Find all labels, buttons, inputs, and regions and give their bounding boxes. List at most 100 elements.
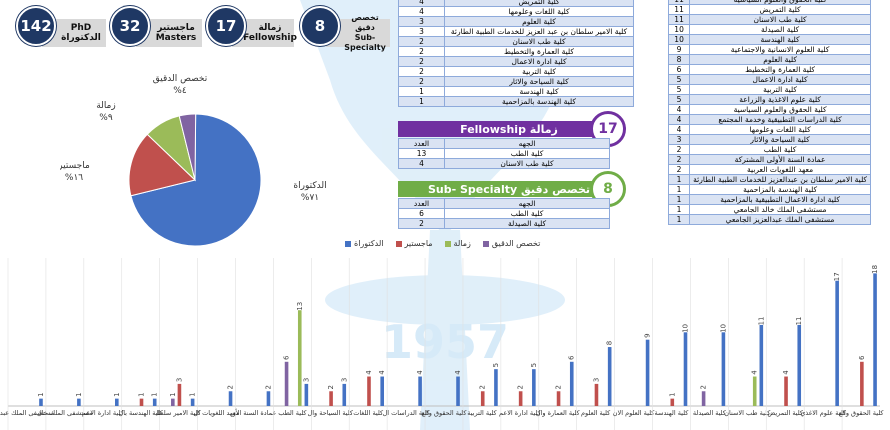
bar-masters xyxy=(367,376,371,406)
right-table-row: 1 مستشفى الملك عبدالعزيز الجامعي xyxy=(667,214,871,225)
category-label: كلية الصيدلة xyxy=(693,409,727,417)
pie-label-phd-name: الدكتوراة xyxy=(293,181,326,191)
right-table-name-cell: مستشفى الملك عبدالعزيز الجامعي xyxy=(689,214,871,225)
subspecialty-table-count-cell: العدد xyxy=(398,198,445,209)
pie-label-phd: الدكتوراة %٧١ xyxy=(293,181,326,203)
middle-table-name-cell: كلية الهندسة بالمزاحمية xyxy=(444,96,634,107)
fellowship-table-row: 13 كلية الطب xyxy=(398,148,610,159)
middle-table-row: 2 كلية التربية xyxy=(398,66,634,77)
bar-subspecialty xyxy=(284,361,289,406)
category-label: كلية العمارة وال xyxy=(536,409,581,417)
bar-value-label: 5 xyxy=(492,363,500,367)
right-table-count-cell: 4 xyxy=(667,114,691,125)
bar-masters xyxy=(784,376,788,406)
middle-table-row: 1 كلية الهندسة بالمزاحمية xyxy=(398,96,634,107)
fellowship-table-row: 4 كلية طب الاسنان xyxy=(398,158,610,169)
right-table-name-cell: كلية التمريض xyxy=(689,4,871,15)
right-table-name-cell: كلية الحقوق والعلوم السياسية xyxy=(689,104,871,115)
stat-phd-value: 142 xyxy=(16,6,56,46)
category-label: كلية ادارة الاعم xyxy=(499,409,541,417)
pie-label-masters-pct: %١٦ xyxy=(65,173,83,183)
middle-table-row: 1 كلية الهندسة xyxy=(398,86,634,97)
right-table-count-cell: 2 xyxy=(667,164,691,175)
middle-table-name-cell: كلية ادارة الاعمال xyxy=(444,56,634,67)
right-table-name-cell: عمادة السنة الأولى المشتركة xyxy=(689,154,871,165)
fellowship-table-name-cell: الجهه xyxy=(444,138,610,149)
right-table-name-cell: كلية الهندسة بالمزاحمية xyxy=(689,184,871,195)
bar-phd xyxy=(77,398,81,406)
category-label: مستشفى الملك عبد xyxy=(0,409,54,417)
right-table-count-cell: 2 xyxy=(667,154,691,165)
middle-table-row: 2 كلية طب الاسنان xyxy=(398,36,634,47)
right-table-count-cell: 4 xyxy=(667,124,691,135)
right-table-count-cell: 4 xyxy=(667,104,691,115)
bar-fellowship xyxy=(297,310,302,406)
right-table-name-cell: كلية الهندسة xyxy=(689,34,871,45)
right-table-count-cell: 2 xyxy=(667,144,691,155)
right-table-count-cell: 11 xyxy=(667,4,691,15)
category-label: كلية التمريض xyxy=(767,409,804,417)
right-table-count-cell: 1 xyxy=(667,174,691,185)
bar-value-label: 2 xyxy=(479,385,487,389)
stat-fellowship-value: 17 xyxy=(206,6,246,46)
middle-table-count-cell: 2 xyxy=(398,56,445,67)
middle-table-name-cell: كلية السياحة والاثار xyxy=(444,76,634,87)
fellowship-table-name-cell: كلية الطب xyxy=(444,148,610,159)
bar-masters xyxy=(480,391,485,406)
category-label: كلية الدراسات ال xyxy=(383,409,431,417)
bar-value-label: 2 xyxy=(517,385,525,389)
right-table-count-cell: 1 xyxy=(667,194,691,205)
bar-phd xyxy=(418,376,422,406)
bar-value-label: 2 xyxy=(227,385,235,389)
bar-phd xyxy=(532,369,536,406)
right-table-row: 10 كلية الصيدلة xyxy=(667,24,871,35)
legend-item: الدكتوراة xyxy=(345,239,384,248)
right-table-row: 1 كلية الامير سلطان بن عبدالعزيز للخدمات … xyxy=(667,174,871,185)
pie-label-masters-name: ماجستير xyxy=(60,161,90,171)
category-label: كلية اللغات xyxy=(353,409,384,417)
bar-phd xyxy=(39,398,43,406)
bar-phd xyxy=(645,339,650,406)
bar-masters xyxy=(594,383,599,406)
fellowship-table-count-cell: 13 xyxy=(398,148,445,159)
right-table-name-cell: كلية التربية xyxy=(689,84,871,95)
middle-table-count-cell: 2 xyxy=(398,36,445,47)
bar-masters xyxy=(860,361,864,406)
chart-legend: الدكتوراة ماجستير زمالة تخصص الدقيق xyxy=(345,239,548,248)
pie-slice xyxy=(178,113,197,181)
bar-value-label: 1 xyxy=(668,392,676,396)
subspecialty-table-count-cell: 6 xyxy=(398,208,445,219)
subspecialty-table: العدد الجهه 6 كلية الطب 2 كلية الصيدلة xyxy=(398,198,610,229)
middle-table-count-cell: 2 xyxy=(398,66,445,77)
right-table-row: 2 عمادة السنة الأولى المشتركة xyxy=(667,154,871,165)
middle-table-count-cell: 1 xyxy=(398,86,445,97)
bar-value-label: 4 xyxy=(782,370,790,375)
category-label: كلية الهندسة بال xyxy=(118,409,163,417)
bar-value-label: 1 xyxy=(138,392,146,396)
bar-subspecialty xyxy=(701,391,706,406)
category-label: معهد اللغويات ال xyxy=(194,409,240,417)
right-table-count-cell: 5 xyxy=(667,94,691,105)
right-table-name-cell: كلية الصيدلة xyxy=(689,24,871,35)
subspecialty-table-name-cell: كلية الصيدلة xyxy=(444,218,610,229)
legend-label: الدكتوراة xyxy=(354,239,384,248)
subspecialty-table-name-cell: الجهه xyxy=(444,198,610,209)
subspecialty-table-row: 6 كلية الطب xyxy=(398,208,610,219)
stat-masters: 32 ماجستير Masters xyxy=(110,6,202,47)
right-table-name-cell: كلية اللغات وعلومها xyxy=(689,124,871,135)
bar-value-label: 1 xyxy=(151,392,159,396)
pie-label-subspecialty-name: تخصص الدقيق xyxy=(153,74,208,84)
bar-phd xyxy=(456,376,460,406)
fellowship-table: العدد الجهه 13 كلية الطب 4 كلية طب الاسنان xyxy=(398,138,610,169)
middle-table-name-cell: كلية طب الاسنان xyxy=(444,36,634,47)
pie-label-fellowship-name: زمالة xyxy=(96,101,115,111)
fellowship-table-name-cell: كلية طب الاسنان xyxy=(444,158,610,169)
middle-table-count-cell: 2 xyxy=(398,46,445,57)
subspecialty-table-name-cell: كلية الطب xyxy=(444,208,610,219)
fellowship-table-count-cell: 4 xyxy=(398,158,445,169)
middle-table-name-cell: كلية الامير سلطان بن عبد العزيز للخدمات … xyxy=(444,26,634,37)
right-table-row: 9 كلية العلوم الانسانية والاجتماعية xyxy=(667,44,871,55)
category-label: كلية الحقوق والع xyxy=(422,409,468,417)
right-table-row: 5 كلية التربية xyxy=(667,84,871,95)
bar-value-label: 6 xyxy=(283,355,291,360)
